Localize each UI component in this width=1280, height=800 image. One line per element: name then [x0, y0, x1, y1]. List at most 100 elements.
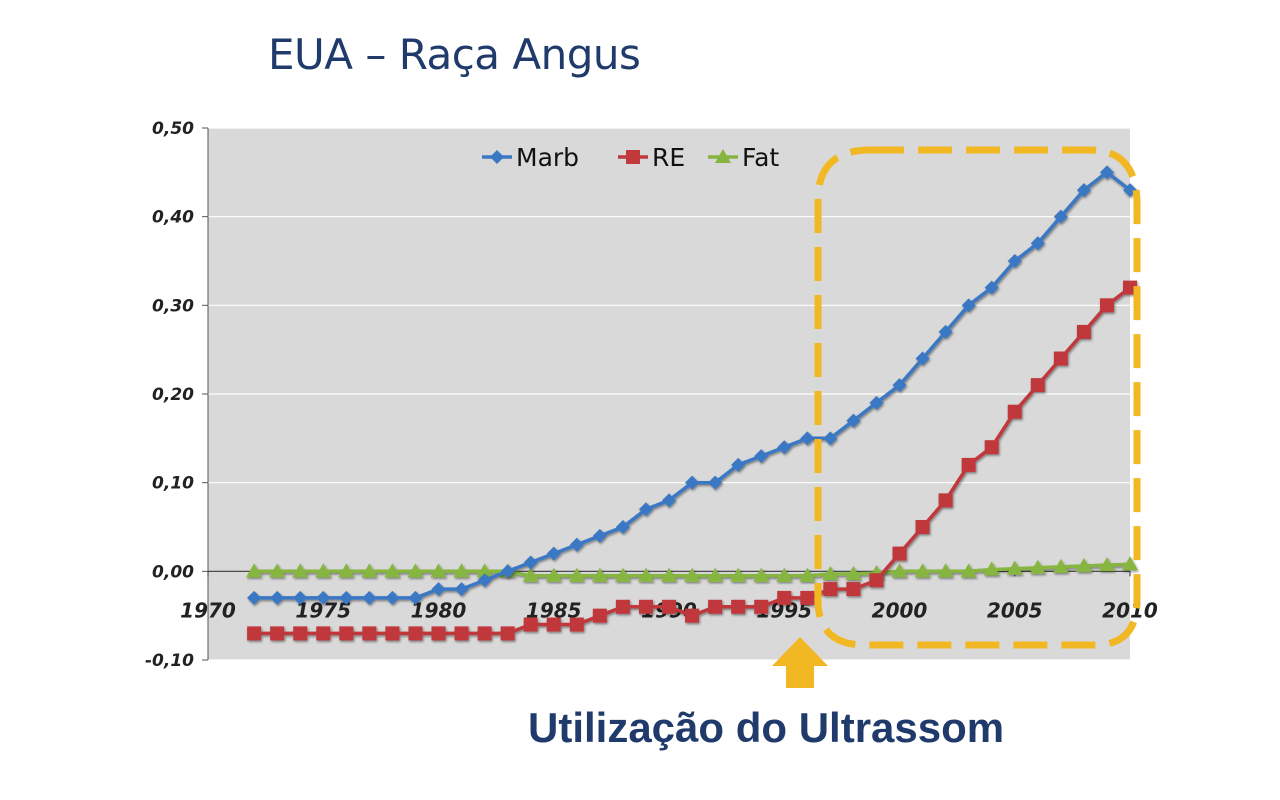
data-point-fat [476, 563, 493, 578]
legend: Marb RE Fat [482, 143, 779, 172]
gridlines [208, 127, 1130, 661]
data-point-marb [800, 431, 815, 446]
data-point-marb [938, 324, 953, 339]
legend-marker-fat [715, 149, 731, 163]
data-point-fat [960, 563, 977, 578]
data-point-marb [385, 590, 400, 605]
data-point-fat [661, 567, 677, 582]
page-title: EUA – Raça Angus [268, 30, 641, 79]
series-group [246, 165, 1138, 641]
data-point-re [247, 626, 262, 641]
data-point-re [1007, 404, 1022, 419]
data-point-marb [1053, 209, 1068, 224]
arrow-up-icon [772, 637, 828, 688]
data-point-re [316, 626, 331, 641]
data-point-marb [339, 590, 354, 605]
y-tick-label: 0,40 [152, 208, 194, 228]
data-point-re [1053, 351, 1068, 366]
data-point-fat [753, 567, 770, 582]
data-point-marb [523, 555, 538, 570]
data-point-re [523, 617, 538, 632]
data-point-re [293, 626, 308, 641]
data-point-marb [592, 528, 607, 543]
data-point-fat [891, 563, 908, 578]
data-point-re [362, 626, 377, 641]
data-point-marb [615, 520, 630, 534]
data-point-fat [384, 563, 401, 578]
data-point-marb [270, 590, 285, 605]
data-point-fat [845, 565, 862, 580]
data-point-marb [869, 395, 884, 410]
data-point-marb [454, 582, 469, 597]
data-point-marb [754, 449, 769, 464]
data-point-fat [1006, 560, 1023, 575]
data-point-fat [568, 567, 585, 582]
data-point-fat [430, 563, 447, 578]
data-point-fat [983, 561, 1000, 576]
data-point-marb [984, 280, 999, 295]
data-point-fat [292, 563, 309, 578]
y-tick-label: 0,10 [152, 474, 194, 494]
data-point-marb [961, 298, 976, 313]
data-point-fat [591, 567, 608, 582]
series-marb [247, 165, 1137, 605]
data-point-fat [361, 563, 378, 578]
y-tick-label: 0,00 [152, 562, 194, 582]
data-point-fat [799, 567, 816, 582]
data-point-re [869, 573, 884, 588]
data-point-marb [662, 493, 676, 508]
data-point-marb [777, 440, 792, 455]
data-point-re [546, 617, 561, 632]
data-point-re [708, 599, 723, 614]
data-point-marb [685, 475, 700, 490]
data-point-fat [246, 563, 263, 578]
data-point-marb [431, 582, 446, 597]
data-point-fat [269, 563, 286, 578]
data-point-re [823, 582, 838, 597]
data-point-re [984, 440, 999, 455]
y-tick-label: 0,50 [152, 119, 194, 139]
data-point-marb [500, 564, 515, 579]
data-point-fat [453, 563, 470, 578]
data-point-re [731, 599, 746, 614]
data-point-re [385, 626, 400, 641]
data-point-re [454, 626, 469, 641]
data-point-fat [707, 567, 724, 582]
legend-label-fat: Fat [742, 143, 779, 172]
data-point-re [500, 626, 515, 641]
data-point-marb [477, 573, 492, 588]
data-point-marb [708, 475, 723, 490]
y-tick-label: 0,30 [152, 296, 194, 316]
data-point-fat [730, 567, 747, 582]
data-point-marb [915, 351, 930, 366]
data-point-fat [637, 567, 654, 582]
data-point-marb [846, 413, 861, 428]
data-point-re [1030, 378, 1045, 393]
data-point-marb [1030, 236, 1045, 251]
data-point-marb [569, 537, 584, 552]
data-point-re [638, 599, 653, 614]
data-point-fat [614, 567, 631, 582]
data-point-re [800, 590, 815, 605]
data-point-marb [408, 590, 423, 605]
data-point-re [777, 590, 792, 605]
data-point-re [270, 626, 285, 641]
data-point-re [431, 626, 446, 641]
data-point-re [846, 582, 861, 597]
y-axis: -0,10 0,00 0,10 0,20 0,30 0,40 0,50 [145, 119, 209, 671]
data-point-fat [1075, 558, 1092, 573]
y-tick-label: -0,10 [145, 651, 194, 671]
data-point-marb [1099, 165, 1114, 180]
data-point-re [915, 520, 930, 534]
legend-marker-marb [490, 150, 504, 164]
data-point-re [592, 608, 607, 623]
data-point-fat [338, 563, 355, 578]
legend-label-re: RE [652, 143, 685, 172]
data-point-re [938, 493, 953, 508]
legend-marker-re [626, 150, 640, 164]
data-point-fat [1122, 556, 1138, 571]
x-tick-label: 1970 [180, 598, 236, 622]
data-point-re [685, 608, 700, 623]
ultrasound-highlight [772, 146, 1141, 688]
